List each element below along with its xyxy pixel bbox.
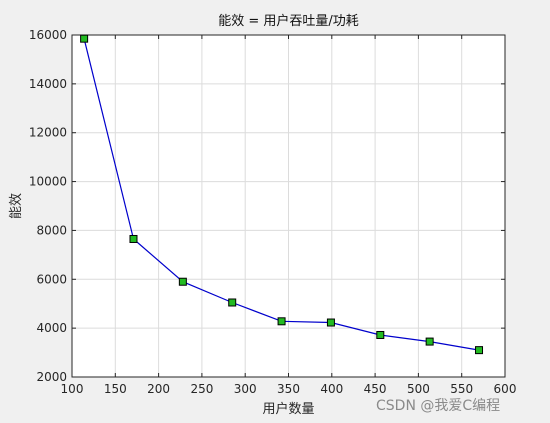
x-tick-label: 300 <box>234 382 257 396</box>
data-point-marker <box>326 318 335 327</box>
y-tick-label: 10000 <box>29 175 67 189</box>
data-point-marker <box>475 346 484 355</box>
data-point-marker <box>178 277 187 286</box>
series-layer <box>80 34 484 355</box>
x-tick-label: 450 <box>364 382 387 396</box>
x-tick-label: 150 <box>104 382 127 396</box>
y-tick-label: 14000 <box>29 77 67 91</box>
data-point-marker <box>277 317 286 326</box>
data-point-marker <box>425 337 434 346</box>
x-tick-label: 200 <box>147 382 170 396</box>
data-point-marker <box>129 234 138 243</box>
x-tick-label: 400 <box>320 382 343 396</box>
data-point-marker <box>228 298 237 307</box>
data-point-marker <box>376 330 385 339</box>
y-axis-title: 能效 <box>9 193 24 219</box>
x-tick-label: 600 <box>494 382 517 396</box>
x-tick-label: 100 <box>61 382 84 396</box>
x-tick-label: 550 <box>450 382 473 396</box>
watermark: CSDN @我爱C编程 <box>376 398 500 414</box>
chart-title: 能效 = 用户吞吐量/功耗 <box>218 13 359 29</box>
x-tick-label: 250 <box>190 382 213 396</box>
x-tick-label: 500 <box>407 382 430 396</box>
y-tick-label: 6000 <box>36 272 67 286</box>
x-axis-title: 用户数量 <box>262 401 314 417</box>
y-tick-label: 2000 <box>36 370 67 384</box>
data-point-marker <box>80 34 89 43</box>
y-tick-label: 12000 <box>29 126 67 140</box>
y-tick-label: 4000 <box>36 321 67 335</box>
y-tick-label: 16000 <box>29 28 67 42</box>
x-tick-label: 350 <box>277 382 300 396</box>
axes: 100 150 200 250 300 350 400 450 500 550 600 2000 400… <box>29 28 517 396</box>
y-tick-label: 8000 <box>36 223 67 237</box>
